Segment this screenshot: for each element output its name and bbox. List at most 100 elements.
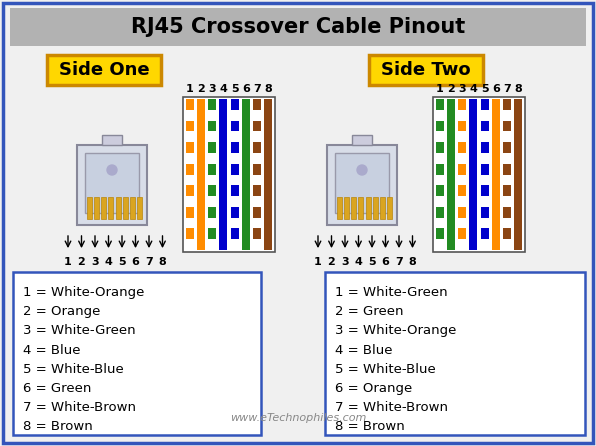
Bar <box>87 197 92 219</box>
Text: 8: 8 <box>264 84 272 94</box>
Bar <box>458 99 466 250</box>
Bar <box>231 142 238 153</box>
Bar <box>470 99 477 250</box>
Bar <box>480 120 489 132</box>
Bar <box>344 197 349 219</box>
Bar <box>231 185 238 196</box>
Bar <box>186 228 194 239</box>
Bar <box>123 197 128 219</box>
Bar <box>242 99 250 250</box>
Text: 4 = Blue: 4 = Blue <box>335 343 393 356</box>
Bar <box>458 228 466 239</box>
Bar <box>197 99 205 250</box>
Bar <box>503 99 511 110</box>
Text: 3: 3 <box>209 84 216 94</box>
Bar <box>436 207 444 218</box>
Text: 1: 1 <box>64 257 72 267</box>
Bar <box>94 197 99 219</box>
Text: 7: 7 <box>503 84 511 94</box>
Bar <box>325 272 585 435</box>
Text: 4: 4 <box>104 257 113 267</box>
Bar <box>219 99 228 250</box>
Bar <box>208 228 216 239</box>
Bar <box>253 99 261 110</box>
Text: 8: 8 <box>159 257 166 267</box>
Bar <box>458 207 466 218</box>
Text: 6 = Green: 6 = Green <box>23 382 91 395</box>
Text: 7: 7 <box>395 257 403 267</box>
Text: 6: 6 <box>242 84 250 94</box>
Bar <box>108 197 113 219</box>
Bar <box>186 142 194 153</box>
Bar <box>480 142 489 153</box>
Text: 4: 4 <box>219 84 227 94</box>
Bar <box>186 185 194 196</box>
Bar <box>231 99 238 250</box>
Text: 4: 4 <box>470 84 477 94</box>
Bar <box>102 135 122 145</box>
Text: 1 = White-Orange: 1 = White-Orange <box>23 286 144 299</box>
Bar <box>231 120 238 132</box>
Text: 5: 5 <box>118 257 126 267</box>
Bar <box>436 99 444 250</box>
Bar <box>480 164 489 174</box>
Bar <box>231 164 238 174</box>
Bar <box>436 164 444 174</box>
Text: 5: 5 <box>368 257 376 267</box>
Text: 1 = White-Green: 1 = White-Green <box>335 286 448 299</box>
Text: 3: 3 <box>91 257 99 267</box>
Bar <box>253 120 261 132</box>
Text: 2: 2 <box>447 84 455 94</box>
Text: 8 = Brown: 8 = Brown <box>23 420 93 433</box>
Bar <box>253 228 261 239</box>
Bar <box>231 228 238 239</box>
Bar <box>253 142 261 153</box>
Bar <box>503 185 511 196</box>
Bar <box>480 207 489 218</box>
Bar <box>208 99 216 250</box>
Text: 7 = White-Brown: 7 = White-Brown <box>335 401 448 414</box>
Text: 3: 3 <box>458 84 466 94</box>
Bar <box>186 99 194 110</box>
Bar <box>130 197 135 219</box>
Bar <box>436 185 444 196</box>
Bar <box>186 120 194 132</box>
Bar <box>208 164 216 174</box>
Bar <box>436 99 444 110</box>
Text: 3: 3 <box>341 257 349 267</box>
Bar <box>480 185 489 196</box>
Bar <box>433 97 525 252</box>
Bar <box>503 99 511 250</box>
Bar <box>137 197 142 219</box>
Text: Side One: Side One <box>58 61 150 79</box>
Bar <box>208 99 216 110</box>
Text: 4 = Blue: 4 = Blue <box>23 343 80 356</box>
Bar <box>492 99 499 250</box>
Text: 2 = Orange: 2 = Orange <box>23 305 100 318</box>
Text: www.eTechnophiles.com: www.eTechnophiles.com <box>230 413 366 423</box>
Text: 5: 5 <box>481 84 488 94</box>
FancyBboxPatch shape <box>369 55 483 85</box>
Bar <box>186 164 194 174</box>
Bar <box>458 99 466 110</box>
Bar <box>503 164 511 174</box>
Bar <box>458 142 466 153</box>
Text: 2: 2 <box>328 257 336 267</box>
Bar <box>503 228 511 239</box>
FancyBboxPatch shape <box>47 55 161 85</box>
Bar <box>13 272 261 435</box>
Bar <box>372 197 378 219</box>
Bar <box>337 197 342 219</box>
Bar <box>380 197 385 219</box>
Bar <box>253 164 261 174</box>
Text: 6: 6 <box>132 257 139 267</box>
Bar <box>253 185 261 196</box>
Bar <box>387 197 392 219</box>
Text: 8: 8 <box>409 257 417 267</box>
Text: 5 = White-Blue: 5 = White-Blue <box>335 363 436 376</box>
Bar <box>208 120 216 132</box>
Text: 6: 6 <box>381 257 389 267</box>
Bar <box>208 142 216 153</box>
Bar <box>436 120 444 132</box>
Text: 3 = White-Green: 3 = White-Green <box>23 324 136 337</box>
